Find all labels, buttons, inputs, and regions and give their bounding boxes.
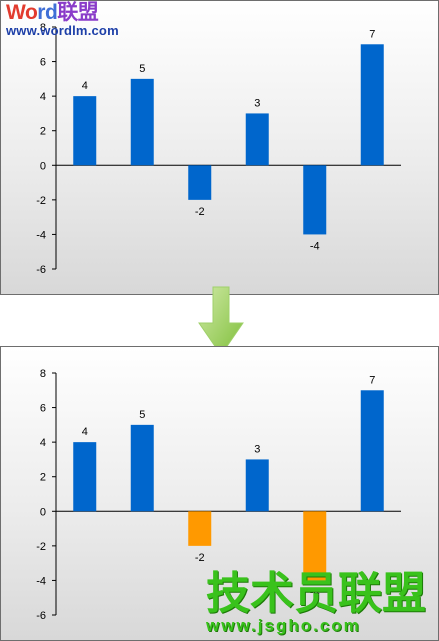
wordlm-watermark: Word联盟 www.wordlm.com — [6, 2, 119, 37]
jsgho-watermark: 技术员联盟 www.jsgho.com — [206, 568, 426, 635]
bottom-chart-y-tick-label: 2 — [40, 472, 46, 484]
bottom-chart-y-tick-label: 4 — [40, 437, 46, 449]
bottom-chart-data-label: -4 — [310, 586, 320, 598]
bottom-chart-bar — [188, 511, 212, 546]
top-chart-y-tick-label: -4 — [36, 229, 46, 241]
top-chart-bar — [130, 78, 154, 166]
top-chart-data-label: 3 — [254, 97, 260, 109]
bottom-chart-bar — [360, 390, 384, 512]
top-chart-bar — [245, 113, 269, 166]
bottom-chart-y-tick-label: 8 — [40, 368, 46, 380]
top-chart-data-label: 4 — [82, 80, 88, 92]
bottom-chart-data-label: 7 — [369, 374, 375, 386]
bottom-chart-y-tick-label: 0 — [40, 506, 46, 518]
top-chart-y-tick-label: 4 — [40, 91, 46, 103]
top-chart-bar — [188, 165, 212, 200]
top-chart-data-label: 7 — [369, 28, 375, 40]
top-chart-data-label: -2 — [195, 206, 205, 218]
wordlm-logo: Word联盟 — [6, 1, 99, 24]
bottom-chart-data-label: 3 — [254, 443, 260, 455]
top-chart-y-tick-label: -2 — [36, 195, 46, 207]
top-chart-data-label: -4 — [310, 240, 320, 252]
jsgho-logo: 技术员联盟 — [206, 568, 426, 619]
top-chart-bar — [73, 96, 97, 166]
bottom-chart-data-label: 4 — [82, 426, 88, 438]
bottom-chart-y-tick-label: -2 — [36, 541, 46, 553]
top-chart-y-tick-label: 2 — [40, 126, 46, 138]
top-chart-y-tick-label: 8 — [40, 22, 46, 34]
top-chart-bar — [360, 44, 384, 166]
top-chart-y-tick-label: 6 — [40, 57, 46, 69]
bottom-chart-bar — [130, 424, 154, 512]
bottom-chart-data-label: 5 — [139, 409, 145, 421]
bottom-chart-data-label: -2 — [195, 552, 205, 564]
jsgho-url: www.jsgho.com — [206, 616, 361, 635]
chart-panel-bottom: 8 6 4 2 0 -2 -4 -6 4 5 -2 3 -4 7 — [0, 346, 439, 641]
chart-panel-top: 8 6 4 2 0 -2 -4 -6 4 5 -2 3 -4 7 Word联盟 www.wordlm.co… — [0, 0, 439, 295]
bottom-chart-y-tick-label: 6 — [40, 403, 46, 415]
top-chart-bar — [303, 165, 327, 235]
bottom-chart-y-tick-label: -4 — [36, 575, 46, 587]
top-chart-data-label: 5 — [139, 63, 145, 75]
top-chart-y-tick-label: -6 — [36, 264, 46, 276]
bar-chart-top: 8 6 4 2 0 -2 -4 -6 4 5 -2 3 -4 7 — [36, 22, 401, 276]
bottom-chart-bar — [245, 459, 269, 512]
wordlm-url: www.wordlm.com — [6, 23, 119, 38]
bottom-chart-bar — [303, 511, 327, 581]
bottom-chart-bar — [73, 442, 97, 512]
top-chart-y-tick-label: 0 — [40, 160, 46, 172]
bar-chart-bottom: 8 6 4 2 0 -2 -4 -6 4 5 -2 3 -4 7 — [36, 368, 401, 622]
down-arrow-icon — [196, 285, 246, 357]
bottom-chart-y-tick-label: -6 — [36, 610, 46, 622]
